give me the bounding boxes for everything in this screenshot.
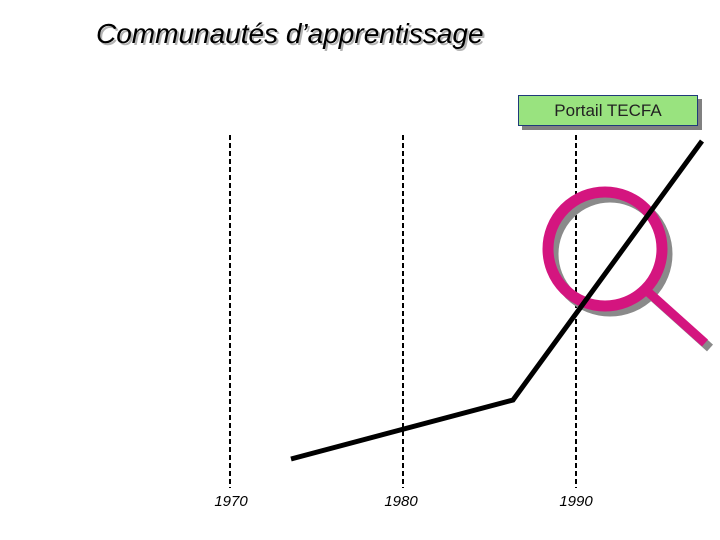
- year-label-1990: 1990: [559, 493, 593, 510]
- year-label-1980: 1980: [384, 493, 418, 510]
- slide-title-shadow: Communautés d’apprentissage: [98, 20, 486, 51]
- portal-label: Portail TECFA: [518, 95, 698, 126]
- year-label-1970: 1970: [214, 493, 248, 510]
- growth-curve: [290, 139, 705, 462]
- magnifying-glass-icon: [542, 186, 714, 352]
- slide-title-text: Communautés d’apprentissage: [96, 18, 484, 49]
